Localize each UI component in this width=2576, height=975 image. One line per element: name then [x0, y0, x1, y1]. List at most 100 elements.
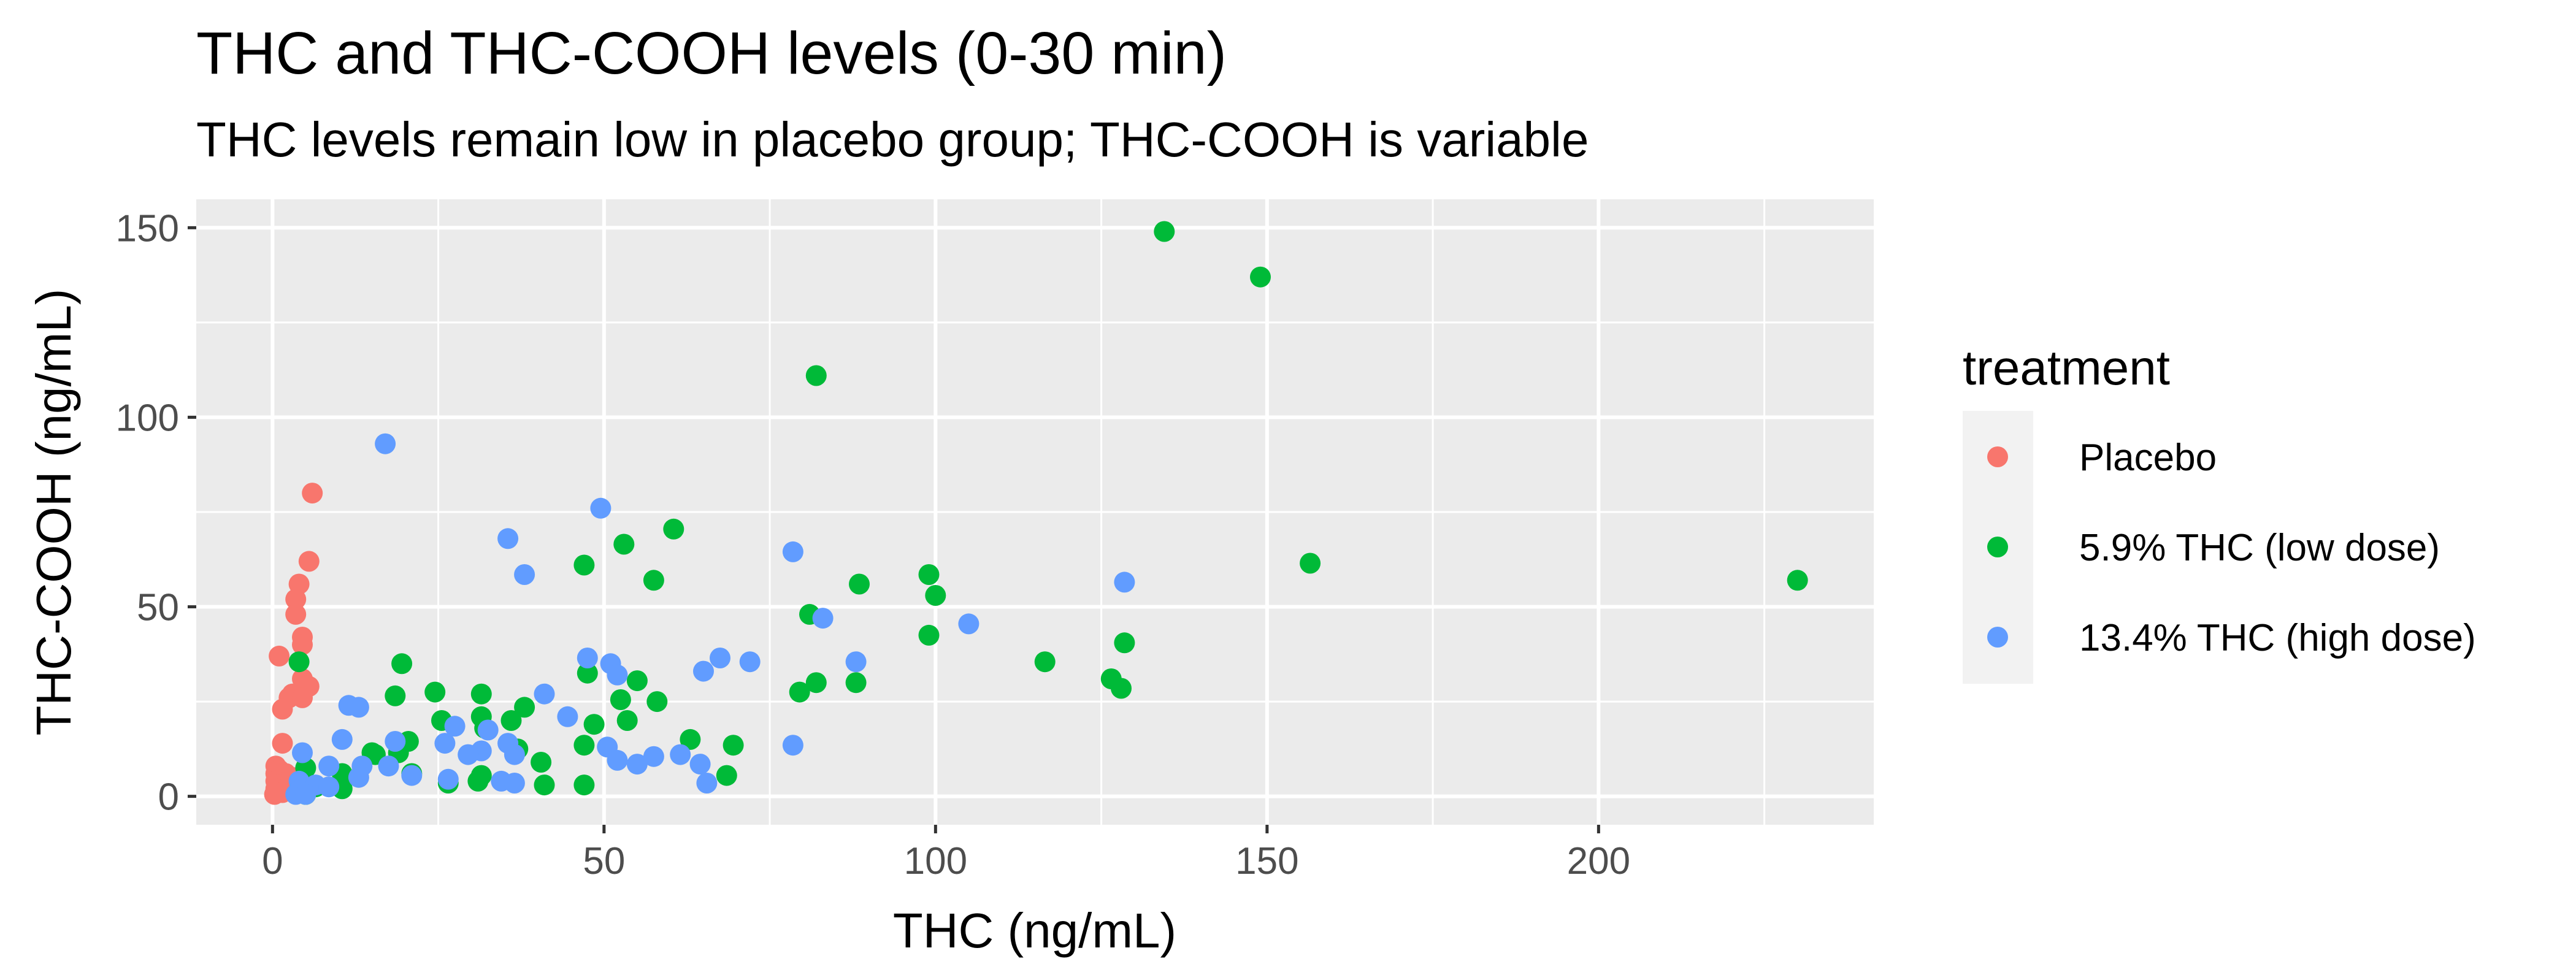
data-point-series-1	[470, 683, 492, 705]
data-point-series-2	[385, 731, 406, 752]
legend-label-2: 13.4% THC (high dose)	[2079, 617, 2476, 659]
data-point-series-1	[288, 651, 310, 673]
data-point-series-0	[272, 698, 293, 720]
data-point-series-1	[626, 670, 648, 692]
data-point-series-2	[643, 746, 664, 767]
y-tick-label: 100	[116, 397, 179, 439]
data-point-series-1	[789, 681, 810, 703]
data-point-series-2	[434, 733, 456, 754]
chart-title: THC and THC-COOH levels (0-30 min)	[196, 20, 1227, 86]
data-point-series-1	[805, 365, 827, 386]
data-point-series-2	[812, 608, 834, 629]
y-tick-label: 0	[158, 776, 179, 819]
data-point-series-2	[514, 564, 535, 585]
data-point-series-1	[1250, 266, 1271, 288]
data-point-series-2	[331, 728, 353, 750]
data-point-series-2	[348, 767, 369, 788]
data-point-series-2	[782, 541, 803, 562]
data-point-series-2	[534, 683, 555, 705]
data-point-series-2	[318, 776, 340, 798]
data-point-series-1	[1114, 632, 1135, 654]
data-point-series-1	[680, 728, 701, 750]
data-point-series-0	[272, 733, 293, 754]
data-point-series-1	[716, 765, 737, 786]
data-point-series-2	[477, 719, 499, 741]
chart-subtitle: THC levels remain low in placebo group; …	[196, 112, 1589, 167]
data-point-series-2	[504, 773, 525, 793]
y-tick-label: 50	[137, 587, 179, 629]
x-axis: 0 50 100 150 200	[262, 825, 1630, 882]
data-point-series-2	[693, 660, 714, 682]
x-tick-label: 50	[583, 840, 625, 882]
data-point-series-0	[285, 603, 307, 625]
x-axis-title: THC (ng/mL)	[893, 903, 1176, 958]
data-point-series-1	[805, 672, 827, 694]
legend-key-2	[1987, 627, 2008, 648]
x-tick-label: 200	[1567, 840, 1630, 882]
legend-items: Placebo 5.9% THC (low dose) 13.4% THC (hig…	[1987, 437, 2476, 659]
data-point-series-1	[385, 685, 406, 706]
data-point-series-1	[467, 770, 489, 792]
data-point-series-0	[292, 634, 313, 656]
data-point-series-0	[302, 483, 323, 504]
y-axis-title: THC-COOH (ng/mL)	[26, 289, 81, 736]
data-point-series-1	[616, 710, 638, 731]
data-point-series-2	[1114, 572, 1135, 593]
data-point-series-2	[845, 651, 867, 673]
data-point-series-1	[918, 624, 940, 646]
data-point-series-0	[298, 551, 320, 572]
data-point-series-2	[607, 664, 628, 686]
data-point-series-1	[610, 689, 631, 710]
data-point-series-0	[269, 645, 290, 667]
data-point-series-2	[958, 613, 979, 635]
data-point-series-2	[375, 433, 396, 454]
data-point-series-1	[646, 691, 668, 713]
data-point-series-2	[626, 754, 648, 775]
data-point-series-1	[1034, 651, 1056, 673]
legend: treatment Placebo 5.9% THC (low dose) 13.4…	[1963, 340, 2476, 684]
data-point-series-2	[504, 744, 525, 765]
x-tick-label: 150	[1235, 840, 1298, 882]
data-point-series-1	[1111, 678, 1132, 699]
data-point-series-1	[583, 714, 605, 735]
data-point-series-2	[401, 765, 423, 786]
data-point-series-1	[424, 681, 446, 703]
y-tick-label: 150	[116, 207, 179, 250]
legend-title: treatment	[1963, 340, 2170, 395]
points-layer	[264, 221, 1808, 805]
data-point-series-2	[577, 648, 598, 668]
data-point-series-0	[285, 589, 307, 610]
legend-label-0: Placebo	[2079, 437, 2217, 479]
data-point-series-1	[723, 735, 744, 756]
data-point-series-1	[514, 697, 535, 718]
y-axis: 0 50 100 150	[116, 207, 196, 819]
data-point-series-2	[444, 716, 466, 737]
data-point-series-2	[696, 773, 718, 793]
data-point-series-2	[710, 648, 730, 668]
data-point-series-0	[292, 687, 313, 708]
x-tick-label: 0	[262, 840, 283, 882]
data-point-series-2	[590, 497, 611, 519]
data-point-series-2	[782, 735, 803, 756]
legend-label-1: 5.9% THC (low dose)	[2079, 527, 2440, 569]
data-point-series-1	[573, 735, 595, 756]
data-point-series-2	[295, 784, 316, 805]
data-point-series-2	[348, 697, 369, 718]
grid-major	[196, 199, 1874, 825]
data-point-series-1	[577, 662, 598, 684]
data-point-series-1	[1154, 221, 1175, 242]
x-tick-label: 100	[904, 840, 967, 882]
data-point-series-2	[378, 755, 399, 777]
data-point-series-1	[500, 710, 522, 731]
data-point-series-2	[318, 755, 340, 777]
data-point-series-1	[573, 774, 595, 796]
data-point-series-2	[292, 742, 313, 763]
data-point-series-1	[849, 573, 870, 595]
data-point-series-2	[689, 754, 711, 775]
data-point-series-2	[739, 651, 761, 673]
data-point-series-2	[557, 706, 578, 727]
data-point-series-1	[643, 570, 664, 591]
data-point-series-1	[663, 518, 684, 540]
data-point-series-1	[573, 554, 595, 576]
